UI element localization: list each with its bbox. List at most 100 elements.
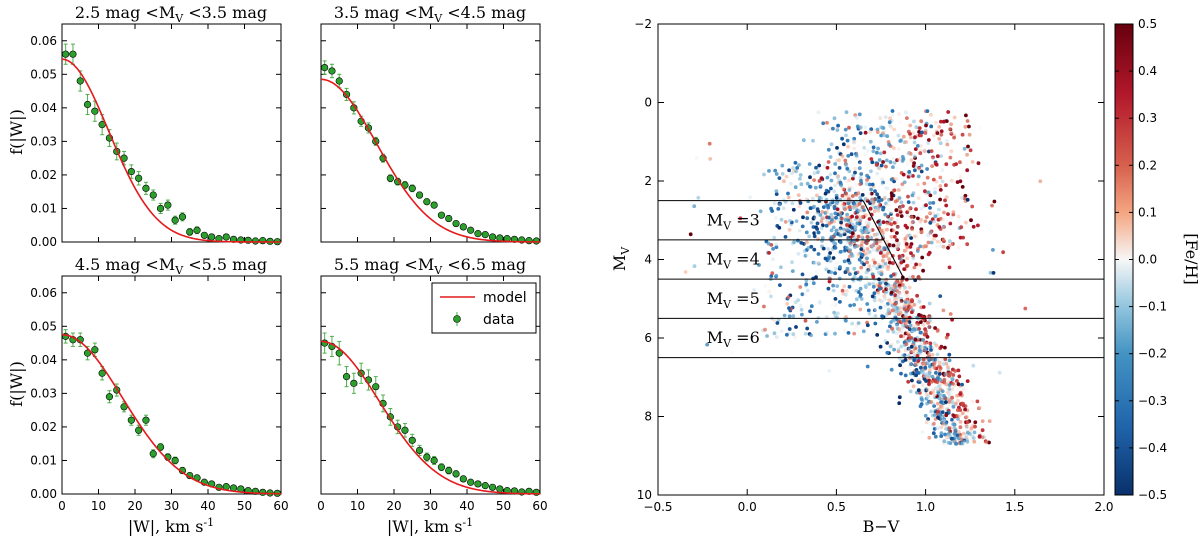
- star-point: [819, 219, 824, 224]
- star-point: [842, 198, 847, 202]
- star-point: [951, 404, 956, 409]
- star-point: [871, 244, 875, 248]
- star-point: [970, 160, 975, 164]
- x-tick-label: 40: [200, 499, 215, 513]
- star-point: [917, 130, 921, 134]
- star-point: [911, 220, 915, 225]
- star-point: [859, 178, 863, 183]
- y-tick-label: 0.05: [30, 319, 57, 333]
- star-point: [774, 245, 779, 250]
- star-point: [831, 256, 836, 260]
- star-point: [927, 325, 932, 329]
- star-point: [774, 192, 779, 197]
- star-point: [899, 300, 903, 305]
- data-point: [83, 100, 92, 109]
- star-point: [793, 160, 798, 165]
- star-point: [947, 265, 952, 270]
- star-point: [965, 242, 970, 247]
- y-axis-label: f(|W|): [7, 109, 26, 155]
- colorbar-tick-label: −0.3: [1138, 394, 1167, 408]
- data-point: [328, 67, 336, 75]
- star-point: [886, 286, 890, 291]
- star-point: [908, 362, 913, 367]
- star-point: [858, 161, 863, 166]
- star-point: [832, 310, 837, 315]
- star-point: [919, 341, 924, 346]
- star-point: [875, 150, 879, 155]
- star-point: [901, 172, 906, 177]
- star-point: [793, 335, 797, 340]
- star-point: [975, 399, 980, 404]
- star-point: [857, 202, 862, 206]
- star-point: [918, 337, 922, 342]
- star-point: [948, 312, 953, 316]
- star-point: [965, 168, 970, 173]
- data-point: [135, 174, 143, 182]
- star-point: [853, 224, 858, 229]
- star-point: [882, 114, 887, 118]
- star-point: [885, 222, 890, 226]
- y-tick-label: 0.02: [30, 420, 57, 434]
- star-point: [956, 215, 961, 219]
- star-point: [933, 214, 938, 219]
- star-point: [882, 246, 886, 250]
- x-tick-label: 0.5: [827, 500, 846, 514]
- star-point: [972, 430, 977, 435]
- star-point: [899, 371, 903, 376]
- star-point: [816, 237, 820, 242]
- star-point: [977, 434, 982, 438]
- star-point: [951, 413, 955, 418]
- star-point: [891, 243, 896, 248]
- star-point: [908, 389, 913, 394]
- star-point: [842, 259, 847, 264]
- x-tick-label: 0: [58, 499, 66, 513]
- star-point: [887, 243, 892, 248]
- star-point: [821, 121, 826, 126]
- star-point: [770, 271, 775, 276]
- star-point: [884, 254, 889, 258]
- star-point: [977, 126, 982, 130]
- star-point: [777, 176, 782, 181]
- star-point: [889, 177, 894, 182]
- star-point: [895, 225, 900, 229]
- star-point: [943, 372, 948, 376]
- bin-annotation: MV =5: [707, 289, 760, 311]
- star-point: [980, 428, 985, 433]
- star-point: [778, 283, 782, 287]
- star-point: [925, 335, 930, 339]
- star-point: [833, 271, 837, 276]
- star-point: [927, 138, 931, 142]
- star-point: [935, 358, 940, 363]
- star-point: [793, 300, 798, 305]
- star-point: [872, 264, 876, 268]
- star-point: [889, 234, 894, 239]
- star-point: [825, 218, 830, 223]
- star-point: [773, 168, 778, 173]
- legend-box: [431, 282, 537, 334]
- star-point: [907, 327, 912, 331]
- star-point: [834, 215, 838, 220]
- star-point: [889, 284, 893, 289]
- star-point: [824, 223, 829, 228]
- star-point: [919, 397, 924, 402]
- star-point: [913, 337, 918, 342]
- data-point: [481, 231, 489, 239]
- star-point: [841, 142, 846, 147]
- star-point: [916, 247, 920, 251]
- star-point: [886, 214, 890, 219]
- star-point: [904, 321, 908, 325]
- star-point: [937, 369, 942, 373]
- star-point: [864, 227, 869, 232]
- data-point: [415, 191, 424, 199]
- star-point: [909, 215, 914, 220]
- star-point: [886, 307, 891, 312]
- star-point: [899, 306, 903, 311]
- star-point: [841, 203, 846, 207]
- star-point: [876, 146, 880, 151]
- data-point: [467, 226, 475, 234]
- star-point: [931, 156, 935, 161]
- star-point: [838, 240, 843, 245]
- star-point: [879, 299, 884, 304]
- star-point: [855, 116, 859, 120]
- star-point: [926, 225, 930, 230]
